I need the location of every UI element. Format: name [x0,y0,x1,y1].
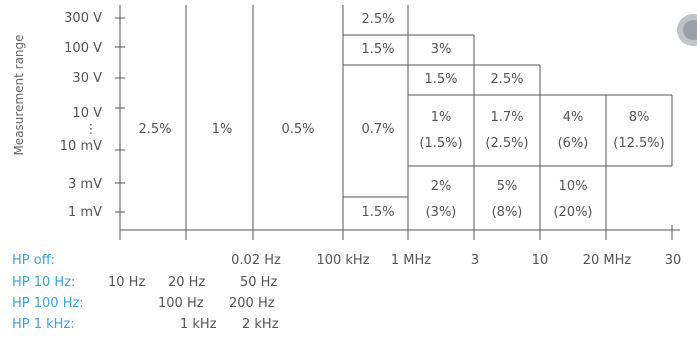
y-axis [115,5,125,240]
hp-1khz-value-1: 1 kHz [180,317,217,332]
x-axis [119,225,680,240]
cell-mv-a-paren: (3%) [426,205,457,220]
y-label-ellipsis: ⋮ [85,122,98,137]
hp-100hz-value-1: 100 Hz [158,296,204,311]
cell-mid-2: 0.5% [281,122,314,137]
y-label-3mv: 3 mV [68,177,102,192]
cell-mv-c-paren: (20%) [553,205,592,220]
hp-10hz-label: HP 10 Hz: [12,275,75,290]
y-axis-title: Measurement range [12,34,26,155]
cell-mv-c: 10% [559,179,588,194]
hp-100hz-value-2: 200 Hz [229,296,275,311]
x-label-3: 3 [471,253,479,268]
y-label-1mv: 1 mV [68,205,102,220]
x-label-10: 10 [532,253,549,268]
cell-1mv: 1.5% [361,205,394,220]
x-label-20mhz: 20 MHz [583,253,632,268]
cell-10v-a-paren: (1.5%) [419,136,462,151]
hp-10hz-value-1: 10 Hz [108,275,145,290]
y-label-100v: 100 V [64,41,102,56]
y-label-10mv: 10 mV [60,139,102,154]
cell-mv-b-paren: (8%) [492,205,523,220]
hp-10hz-value-2: 20 Hz [168,275,205,290]
hp-off-label: HP off: [12,253,55,268]
cell-300v: 2.5% [361,12,394,27]
x-label-30: 30 [665,253,682,268]
hp-10hz-value-3: 50 Hz [240,275,277,290]
hp-1khz-label: HP 1 kHz: [12,317,75,332]
y-label-10v: 10 V [72,106,102,121]
cell-10v-b: 1.7% [490,110,523,125]
cell-low-freq: 2.5% [138,122,171,137]
x-label-1mhz: 1 MHz [391,253,431,268]
cell-mv-b: 5% [497,179,518,194]
cell-10v-a: 1% [431,110,452,125]
x-label-0.02hz: 0.02 Hz [231,253,281,268]
x-label-100khz: 100 kHz [316,253,369,268]
hp-1khz-value-2: 2 kHz [242,317,279,332]
cell-10v-c-paren: (6%) [558,136,589,151]
cell-30v-a: 1.5% [424,72,457,87]
cell-mv-a: 2% [431,179,452,194]
cell-30v-b: 2.5% [490,72,523,87]
corner-knob-inner [683,20,697,40]
y-label-300v: 300 V [64,11,102,26]
table-grid [185,5,673,230]
cell-10v-d: 8% [629,110,650,125]
cell-100v-b: 3% [431,42,452,57]
cell-10v-b-paren: (2.5%) [485,136,528,151]
y-label-30v: 30 V [72,71,102,86]
cell-10v-d-paren: (12.5%) [613,136,664,151]
cell-mid-1: 1% [212,122,233,137]
hp-100hz-label: HP 100 Hz: [12,296,84,311]
cell-100k-1m: 0.7% [361,122,394,137]
cell-10v-c: 4% [563,110,584,125]
cell-100v-a: 1.5% [361,42,394,57]
